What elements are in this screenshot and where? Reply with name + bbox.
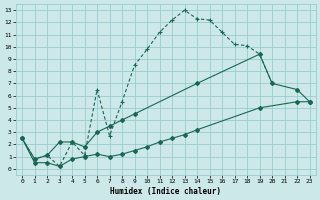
X-axis label: Humidex (Indice chaleur): Humidex (Indice chaleur) — [110, 187, 221, 196]
